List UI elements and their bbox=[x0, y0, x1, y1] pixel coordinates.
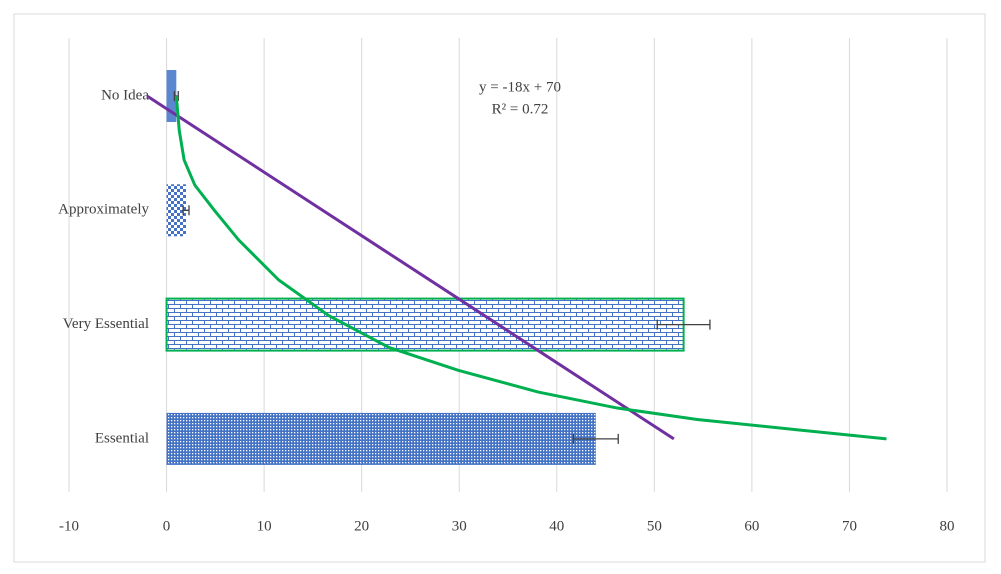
trendline bbox=[146, 94, 675, 441]
bar bbox=[166, 70, 177, 122]
y-tick-label: No Idea bbox=[101, 87, 149, 103]
bar bbox=[165, 297, 685, 352]
x-tick-label: 30 bbox=[452, 518, 467, 534]
bar bbox=[166, 184, 187, 237]
trendline-equation: y = -18x + 70 bbox=[479, 79, 561, 95]
x-tick-label: 80 bbox=[940, 518, 955, 534]
chart-border bbox=[13, 13, 986, 563]
error-bar bbox=[656, 319, 711, 330]
x-tick-label: 40 bbox=[549, 518, 564, 534]
y-tick-label: Approximately bbox=[58, 202, 149, 218]
bar bbox=[166, 412, 596, 465]
x-tick-label: -10 bbox=[59, 518, 79, 534]
x-tick-label: 0 bbox=[163, 518, 171, 534]
trendline-r-squared: R² = 0.72 bbox=[492, 101, 549, 117]
y-tick-label: Very Essential bbox=[63, 316, 149, 332]
x-tick-label: 70 bbox=[842, 518, 857, 534]
x-tick-label: 20 bbox=[354, 518, 369, 534]
y-tick-label: Essential bbox=[95, 430, 149, 446]
curve-line bbox=[174, 95, 887, 441]
error-bar bbox=[182, 205, 190, 216]
x-tick-label: 50 bbox=[647, 518, 662, 534]
x-tick-label: 10 bbox=[257, 518, 272, 534]
x-tick-label: 60 bbox=[744, 518, 759, 534]
error-bar bbox=[572, 433, 619, 444]
